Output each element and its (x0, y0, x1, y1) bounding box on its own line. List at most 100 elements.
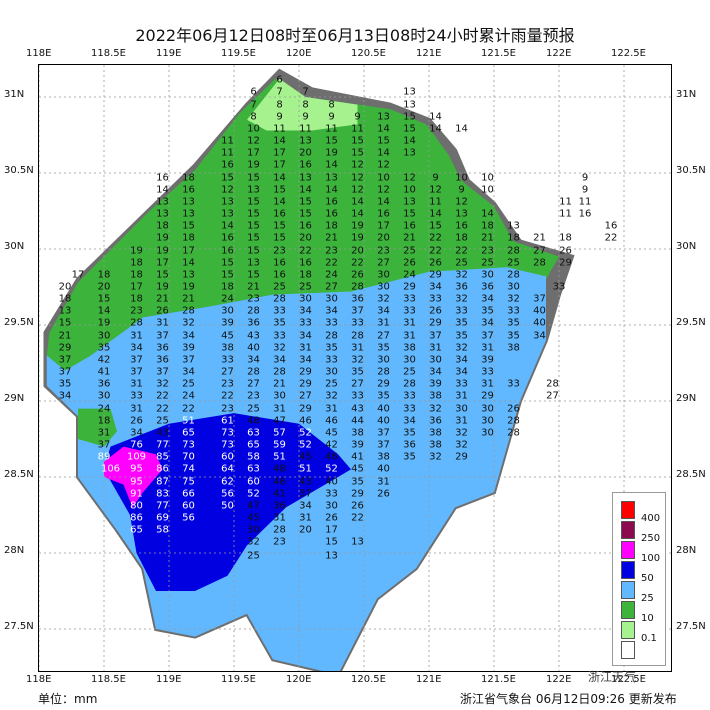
rain-value-label: 12 (429, 184, 442, 196)
rain-value-label: 27 (546, 390, 559, 402)
rain-value-label: 23 (247, 390, 260, 402)
rain-value-label: 38 (429, 390, 442, 402)
rain-value-label: 36 (247, 317, 260, 329)
rain-value-label: 9 (302, 111, 309, 123)
rain-value-label: 43 (351, 403, 364, 415)
rain-value-label: 30 (377, 281, 390, 293)
rain-value-label: 34 (58, 390, 72, 402)
rain-value-label: 38 (429, 439, 442, 451)
rain-value-label: 24 (221, 293, 234, 305)
rain-value-label: 27 (38, 342, 39, 353)
rain-value-label: 18 (182, 172, 195, 184)
rain-value-label: 19 (156, 281, 169, 293)
rain-value-label: 25 (507, 257, 520, 269)
rain-value-label: 31 (455, 390, 468, 402)
rain-value-label: 15 (273, 220, 286, 232)
rain-value-label: 28 (247, 366, 260, 378)
rain-value-label: 14 (182, 257, 195, 269)
rain-value-label: 73 (221, 427, 234, 439)
rain-value-label: 46 (325, 451, 338, 463)
rain-value-label: 11 (221, 147, 234, 159)
map-title: 2022年06月12日08时至06月13日08时24小时累计雨量预报 (135, 26, 575, 45)
rain-value-label: 25 (247, 403, 260, 415)
rain-value-label: 10 (377, 172, 390, 184)
rain-value-label: 29 (455, 451, 468, 463)
rain-value-label: 18 (38, 306, 39, 317)
rain-value-label: 38 (403, 342, 416, 354)
rain-value-label: 25 (247, 550, 260, 562)
rain-value-label: 38 (221, 342, 234, 354)
lon-tick-top: 119.5E (221, 48, 256, 59)
lon-tick-bottom: 118E (26, 674, 52, 685)
rain-value-label: 16 (221, 159, 234, 171)
lon-tick-top: 120E (286, 48, 312, 59)
rain-value-label: 21 (156, 293, 169, 305)
rain-value-label: 16 (273, 257, 286, 269)
rain-value-label: 16 (221, 232, 234, 244)
rain-value-label: 13 (182, 269, 195, 281)
rain-value-label: 59 (273, 439, 286, 451)
legend-swatch (621, 621, 635, 639)
rain-value-label: 37 (156, 330, 169, 342)
rain-value-label: 31 (273, 512, 286, 524)
rain-value-label: 15 (221, 172, 234, 184)
rain-value-label: 40 (377, 463, 390, 475)
rain-value-label: 17 (273, 159, 286, 171)
rain-value-label: 10 (481, 184, 494, 196)
rain-value-label: 25 (455, 257, 468, 269)
rain-value-label: 51 (273, 451, 286, 463)
lat-tick-left: 28N (4, 545, 25, 556)
rain-value-label: 11 (429, 196, 442, 208)
rain-value-label: 20 (97, 281, 111, 293)
rain-value-label: 52 (299, 439, 312, 451)
rain-value-label: 16 (299, 159, 312, 171)
rain-value-label: 77 (156, 439, 169, 451)
rain-value-label: 34 (182, 366, 195, 378)
rain-value-label: 30 (507, 281, 520, 293)
rain-value-label: 11 (273, 123, 286, 135)
rain-value-label: 40 (377, 415, 390, 427)
rain-value-label: 8 (302, 99, 309, 111)
rain-value-label: 13 (156, 208, 169, 220)
rainfall-map-canvas (39, 65, 671, 671)
rain-value-label: 22 (182, 403, 195, 415)
rain-value-label: 28 (403, 378, 416, 390)
rain-value-label: 33 (403, 293, 416, 305)
rain-value-label: 40 (377, 403, 390, 415)
rain-value-label: 29 (481, 390, 494, 402)
rain-value-label: 13 (221, 208, 234, 220)
rain-value-label: 33 (299, 317, 312, 329)
rain-value-label: 22 (38, 294, 39, 305)
rain-value-label: 21 (533, 232, 546, 244)
rain-value-label: 15 (403, 123, 416, 135)
rain-value-label: 30 (403, 354, 416, 366)
rain-value-label: 21 (247, 281, 260, 293)
rain-value-label: 13 (221, 196, 234, 208)
rain-value-label: 15 (182, 220, 195, 232)
rain-value-label: 34 (481, 317, 494, 329)
rain-value-label: 21 (481, 232, 494, 244)
rain-value-label: 35 (403, 451, 416, 463)
lat-tick-right: 30N (676, 241, 697, 252)
rain-value-label: 18 (97, 415, 111, 427)
rain-value-label: 95 (130, 463, 143, 475)
rain-value-label: 15 (325, 536, 338, 548)
rain-value-label: 34 (325, 305, 338, 317)
lat-tick-right: 29.5N (676, 317, 706, 328)
rain-value-label: 14 (429, 111, 442, 123)
lat-tick-right: 29N (676, 393, 697, 404)
rain-value-label: 34 (533, 330, 546, 342)
rain-value-label: 30 (221, 305, 234, 317)
rain-value-label: 34 (130, 427, 143, 439)
rain-value-label: 46 (325, 415, 338, 427)
rain-value-label: 37 (130, 366, 143, 378)
rain-value-label: 33 (481, 366, 494, 378)
rain-value-label: 28 (533, 257, 546, 269)
rain-value-label: 23 (325, 245, 338, 257)
rain-value-label: 33 (351, 390, 364, 402)
rain-value-label: 12 (351, 159, 364, 171)
rain-value-label: 57 (273, 427, 286, 439)
rain-value-label: 39 (481, 354, 494, 366)
lat-tick-right: 30.5N (676, 165, 706, 176)
rain-value-label: 11 (559, 208, 572, 220)
